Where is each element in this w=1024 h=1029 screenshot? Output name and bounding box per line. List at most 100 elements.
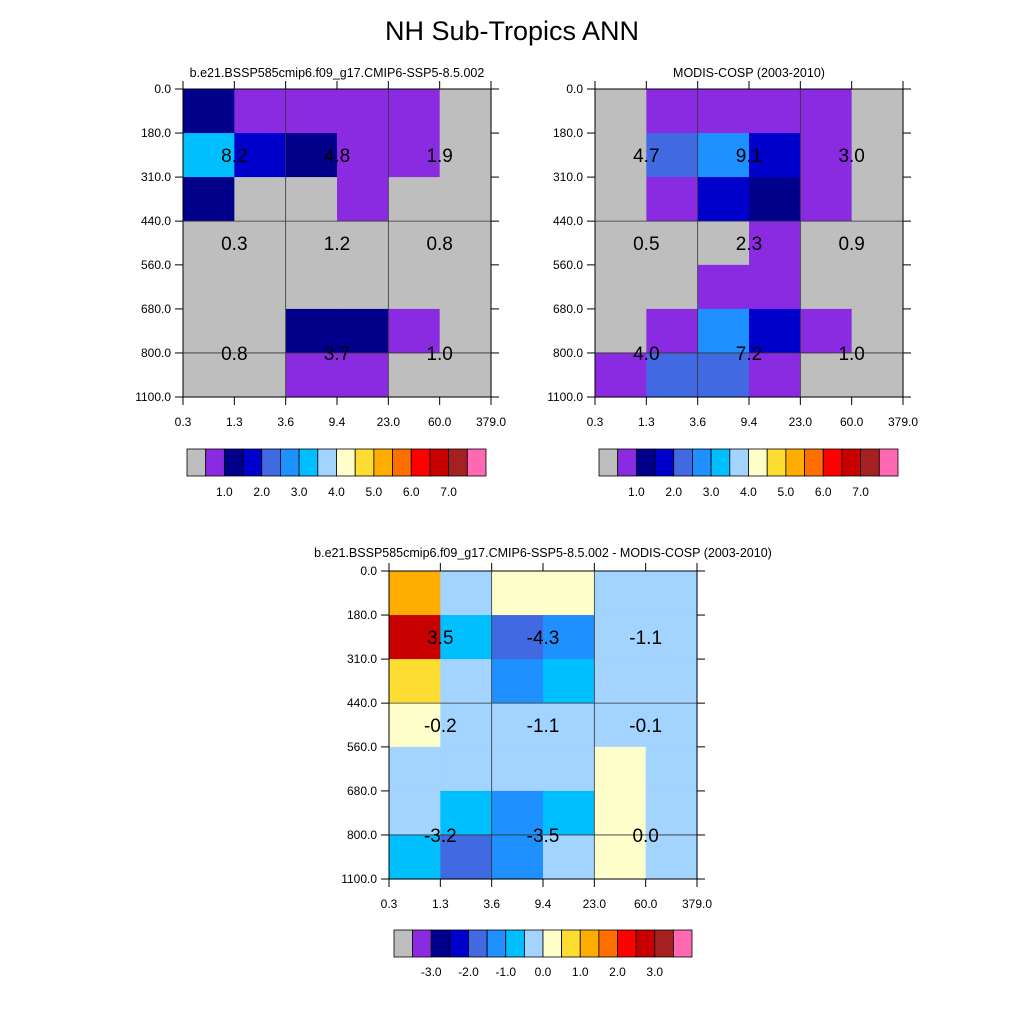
heatmap-cell (183, 264, 235, 310)
y-tick-label: 440.0 (347, 696, 377, 710)
heatmap-cell (337, 308, 389, 354)
data-label: 7.2 (736, 344, 762, 365)
heatmap-cell (389, 834, 441, 880)
heatmap-cell (440, 834, 493, 880)
colorbar-swatch (635, 929, 656, 958)
heatmap-cell (183, 177, 235, 222)
heatmap-cell (389, 615, 441, 660)
colorbar-swatch (860, 448, 880, 477)
heatmap-cell (388, 177, 441, 222)
heatmap-cell (439, 308, 492, 354)
colorbar-swatch (748, 448, 768, 477)
colorbar-swatch (542, 929, 563, 958)
heatmap-cell (800, 133, 853, 178)
data-label: 0.8 (221, 344, 247, 365)
heatmap-cell (285, 352, 338, 398)
y-tick-label: 1100.0 (547, 390, 583, 404)
heatmap-cell (440, 659, 493, 704)
heatmap-cell (851, 264, 904, 310)
heatmap-cell (337, 221, 389, 266)
heatmap-cell (183, 133, 235, 178)
colorbar-label: 1.0 (572, 965, 589, 979)
heatmap-cell (594, 834, 647, 880)
colorbar-label: 3.0 (646, 965, 663, 979)
data-label: 0.3 (221, 234, 247, 255)
heatmap-cell (439, 89, 492, 134)
heatmap-cell (645, 790, 698, 836)
heatmap-cell (491, 746, 544, 792)
heatmap-cell (851, 133, 904, 178)
heatmap-cell (543, 571, 595, 616)
y-tick-label: 440.0 (141, 214, 171, 228)
heatmap-cell (646, 221, 699, 266)
heatmap-cell (285, 133, 338, 178)
data-label: 4.0 (633, 344, 659, 365)
heatmap-cell (337, 177, 389, 222)
heatmap-cell (183, 352, 235, 398)
x-tick-label: 1.3 (226, 415, 243, 429)
colorbar-swatch (449, 929, 469, 958)
colorbar-swatch (205, 448, 225, 477)
heatmap-cell (234, 352, 287, 398)
heatmap-cell (749, 89, 801, 134)
y-tick-label: 560.0 (347, 740, 377, 754)
data-label: -4.3 (527, 628, 560, 649)
heatmap-cell (595, 264, 647, 310)
heatmap-cell (234, 89, 287, 134)
colorbar-label: 3.0 (703, 485, 720, 499)
heatmap-cell (851, 308, 904, 354)
colorbar-label: 4.0 (740, 485, 757, 499)
data-label: 3.7 (324, 344, 350, 365)
x-tick-label: 23.0 (377, 415, 401, 429)
heatmap-cell (440, 746, 493, 792)
colorbar-swatch (430, 929, 451, 958)
heatmap-cell (851, 89, 904, 134)
heatmap-cell (646, 89, 699, 134)
heatmap-cell (543, 615, 595, 660)
heatmap-cell (594, 746, 647, 792)
heatmap-cell (440, 703, 493, 748)
heatmap-cell (543, 746, 595, 792)
colorbar: 1.0 2.0 3.0 4.0 5.0 6.0 7.0 (598, 448, 899, 499)
colorbar-swatch (598, 448, 619, 477)
x-tick-label: 60.0 (840, 415, 864, 429)
x-tick-label: 9.4 (741, 415, 758, 429)
colorbar-swatch (617, 929, 637, 958)
colorbar-label: -1.0 (495, 965, 516, 979)
colorbar-swatch (242, 448, 263, 477)
x-tick-label: 60.0 (634, 897, 658, 911)
data-label: -1.1 (527, 716, 560, 737)
colorbar-label: 5.0 (778, 485, 795, 499)
heatmap-cell (594, 790, 647, 836)
data-label: 2.3 (736, 234, 762, 255)
y-tick-label: 180.0 (553, 126, 583, 140)
heatmap-cell (697, 264, 750, 310)
heatmap-cell (645, 571, 698, 616)
heatmap-cell (543, 790, 595, 836)
y-tick-label: 680.0 (141, 302, 171, 316)
colorbar-label: 7.0 (440, 485, 457, 499)
heatmap-cell (285, 89, 338, 134)
x-tick-label: 1.3 (432, 897, 449, 911)
colorbar-swatch (692, 448, 712, 477)
heatmap-cell (851, 177, 904, 222)
colorbar-label: 6.0 (815, 485, 832, 499)
colorbar-swatch (317, 448, 337, 477)
y-tick-label: 310.0 (141, 170, 171, 184)
heatmap-cell (337, 133, 389, 178)
colorbar-swatch (804, 448, 824, 477)
heatmap-cell (646, 133, 699, 178)
heatmap-cell (491, 834, 544, 880)
heatmap-cell (388, 221, 441, 266)
heatmap-cell (440, 790, 493, 836)
colorbar-swatch (393, 929, 414, 958)
x-tick-label: 9.4 (329, 415, 346, 429)
y-tick-label: 1100.0 (135, 390, 171, 404)
colorbar-swatch (223, 448, 244, 477)
heatmap-cell (645, 834, 698, 880)
y-tick-label: 800.0 (347, 828, 377, 842)
heatmap-cell (285, 264, 338, 310)
x-tick-label: 9.4 (535, 897, 552, 911)
colorbar-label: 4.0 (328, 485, 345, 499)
